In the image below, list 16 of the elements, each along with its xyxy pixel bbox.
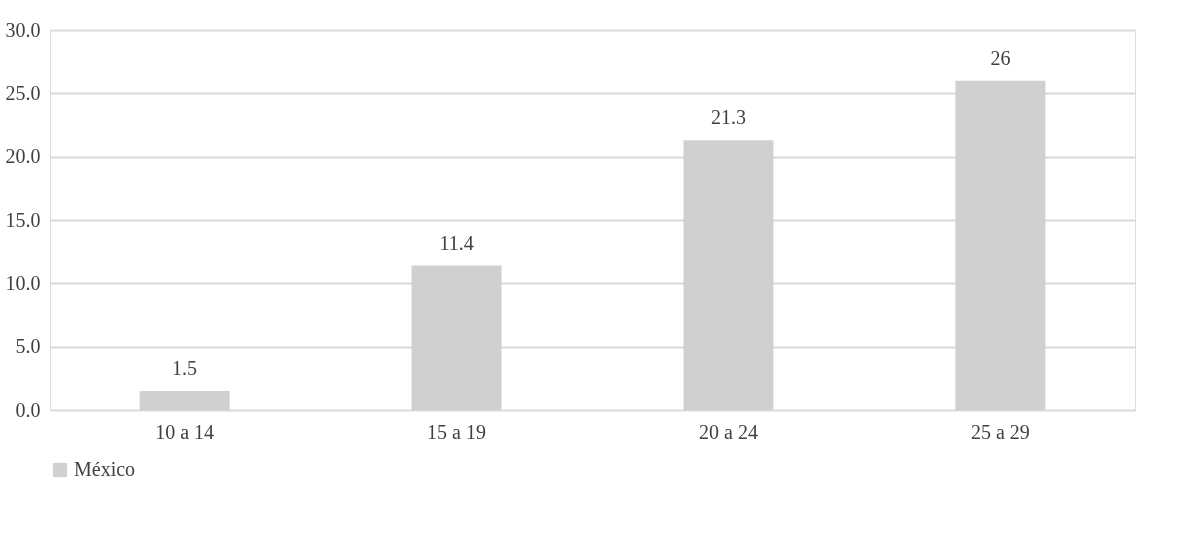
y-tick-label: 15.0 [5,208,41,231]
legend-label: México [74,458,136,480]
x-tick-label: 10 a 14 [155,420,215,443]
data-label: 21.3 [710,106,746,129]
y-tick-label: 25.0 [5,81,41,104]
x-tick-label: 20 a 24 [699,420,758,443]
data-label: 11.4 [439,231,474,254]
x-tick-label: 25 a 29 [970,420,1030,443]
y-tick-label: 30.0 [5,18,41,41]
y-tick-label: 0.0 [15,398,41,421]
x-tick-label: 15 a 19 [427,420,486,443]
data-label: 1.5 [172,357,198,379]
y-tick-label: 10.0 [5,271,41,294]
y-tick-label: 5.0 [15,335,41,358]
y-tick-label: 20.0 [5,145,41,168]
data-label: 26 [990,46,1011,69]
